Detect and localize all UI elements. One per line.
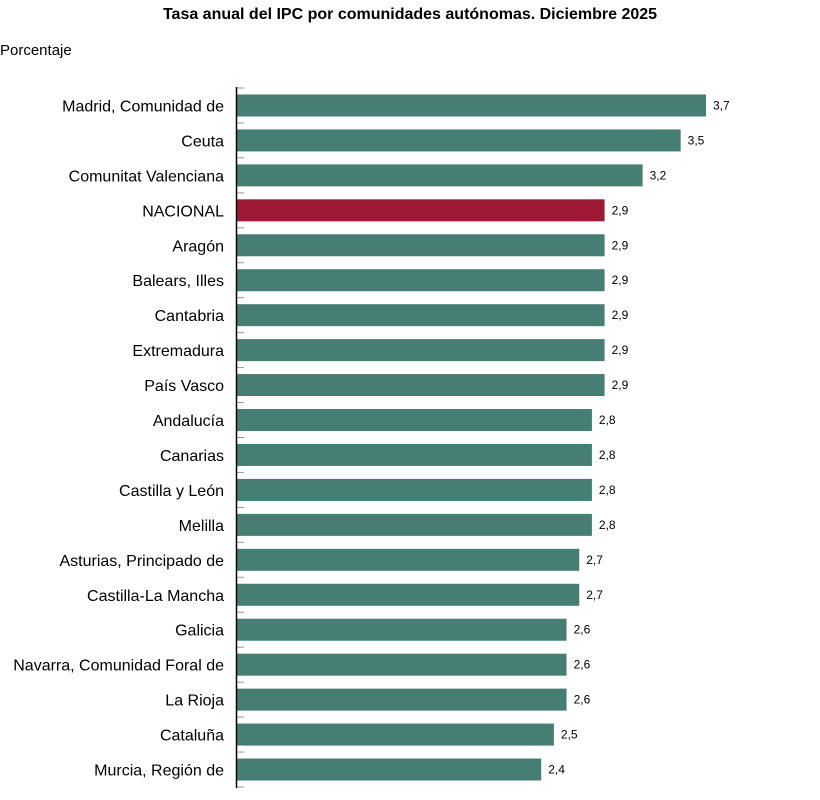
category-label: Navarra, Comunidad Foral de bbox=[13, 658, 224, 675]
category-label: Balears, Illes bbox=[132, 273, 224, 290]
bar bbox=[237, 199, 605, 222]
data-label: 3,7 bbox=[713, 98, 730, 112]
data-label: 2,6 bbox=[574, 693, 591, 707]
data-label: 2,6 bbox=[574, 623, 591, 637]
data-label: 2,7 bbox=[586, 588, 603, 602]
bar bbox=[237, 339, 605, 362]
bar bbox=[237, 758, 542, 781]
category-label: Cataluña bbox=[160, 728, 224, 745]
data-label: 2,8 bbox=[599, 448, 616, 462]
category-label: Madrid, Comunidad de bbox=[62, 98, 224, 115]
bar bbox=[237, 653, 567, 676]
category-label: Asturias, Principado de bbox=[59, 553, 224, 570]
data-label: 2,8 bbox=[599, 518, 616, 532]
category-label: Ceuta bbox=[181, 133, 224, 150]
bar bbox=[237, 583, 580, 606]
data-label: 2,6 bbox=[574, 658, 591, 672]
data-label: 2,9 bbox=[612, 378, 629, 392]
bar bbox=[237, 234, 605, 257]
bar bbox=[237, 129, 681, 152]
data-label: 2,9 bbox=[612, 203, 629, 217]
data-label: 3,5 bbox=[688, 133, 705, 147]
chart-title: Tasa anual del IPC por comunidades autón… bbox=[163, 6, 657, 23]
data-label: 2,7 bbox=[586, 553, 603, 567]
category-label: Comunitat Valenciana bbox=[69, 168, 224, 185]
bar bbox=[237, 164, 643, 187]
category-label: País Vasco bbox=[144, 378, 224, 395]
category-label: Melilla bbox=[179, 518, 224, 535]
unit-label: Porcentaje bbox=[0, 42, 72, 59]
category-label: La Rioja bbox=[165, 693, 224, 710]
category-label: Cantabria bbox=[155, 308, 224, 325]
bar bbox=[237, 688, 567, 711]
bar bbox=[237, 548, 580, 571]
data-label: 2,8 bbox=[599, 413, 616, 427]
data-label: 2,5 bbox=[561, 728, 578, 742]
data-label: 3,2 bbox=[650, 168, 667, 182]
category-label: Murcia, Región de bbox=[94, 763, 224, 780]
bar bbox=[237, 618, 567, 641]
data-label: 2,9 bbox=[612, 343, 629, 357]
bar bbox=[237, 478, 592, 501]
data-label: 2,9 bbox=[612, 238, 629, 252]
data-label: 2,4 bbox=[548, 763, 565, 777]
bar bbox=[237, 269, 605, 292]
category-label: Castilla-La Mancha bbox=[87, 588, 224, 605]
category-label: Canarias bbox=[160, 448, 224, 465]
category-label: Extremadura bbox=[132, 343, 224, 360]
bar bbox=[237, 409, 592, 432]
bar bbox=[237, 723, 554, 746]
data-label: 2,8 bbox=[599, 483, 616, 497]
category-label: Andalucía bbox=[153, 413, 224, 430]
bar bbox=[237, 513, 592, 536]
category-label: NACIONAL bbox=[142, 203, 224, 220]
category-label: Castilla y León bbox=[119, 483, 224, 500]
data-label: 2,9 bbox=[612, 273, 629, 287]
data-label: 2,9 bbox=[612, 308, 629, 322]
bar bbox=[237, 304, 605, 327]
bar bbox=[237, 374, 605, 397]
bar bbox=[237, 443, 592, 466]
category-label: Galicia bbox=[175, 623, 224, 640]
category-label: Aragón bbox=[172, 238, 224, 255]
bar bbox=[237, 94, 706, 117]
